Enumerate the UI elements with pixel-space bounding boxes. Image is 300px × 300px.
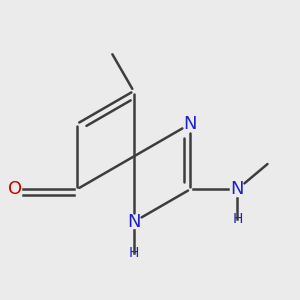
Text: H: H: [128, 246, 139, 260]
Text: H: H: [232, 212, 243, 226]
Text: N: N: [231, 180, 244, 198]
Text: O: O: [8, 180, 22, 198]
Text: N: N: [127, 213, 140, 231]
Text: N: N: [184, 115, 197, 133]
